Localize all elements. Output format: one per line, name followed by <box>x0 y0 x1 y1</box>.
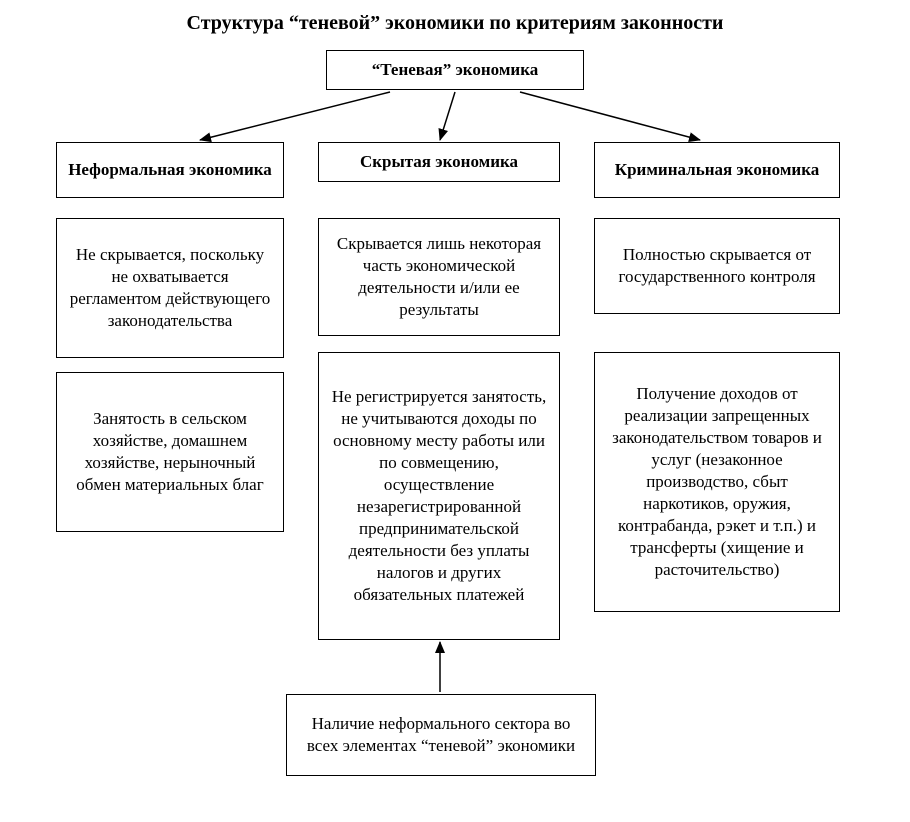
node-root: “Теневая” экономика <box>326 50 584 90</box>
node-criminal-header: Криминальная экономика <box>594 142 840 198</box>
node-informal-desc2: Занятость в сельском хозяйстве, домашнем… <box>56 372 284 532</box>
node-bottom: Наличие неформального сектора во всех эл… <box>286 694 596 776</box>
node-informal-header: Неформальная экономика <box>56 142 284 198</box>
node-informal-desc1: Не скрывается, поскольку не охватывается… <box>56 218 284 358</box>
node-criminal-desc2: Получение доходов от реализации запрещен… <box>594 352 840 612</box>
node-hidden-desc2: Не регистрируется занятость, не учитываю… <box>318 352 560 640</box>
node-criminal-desc1: Полностью скрывается от государственного… <box>594 218 840 314</box>
diagram-title: Структура “теневой” экономики по критери… <box>0 12 910 35</box>
node-hidden-desc1: Скрывается лишь некоторая часть экономич… <box>318 218 560 336</box>
node-hidden-header: Скрытая экономика <box>318 142 560 182</box>
